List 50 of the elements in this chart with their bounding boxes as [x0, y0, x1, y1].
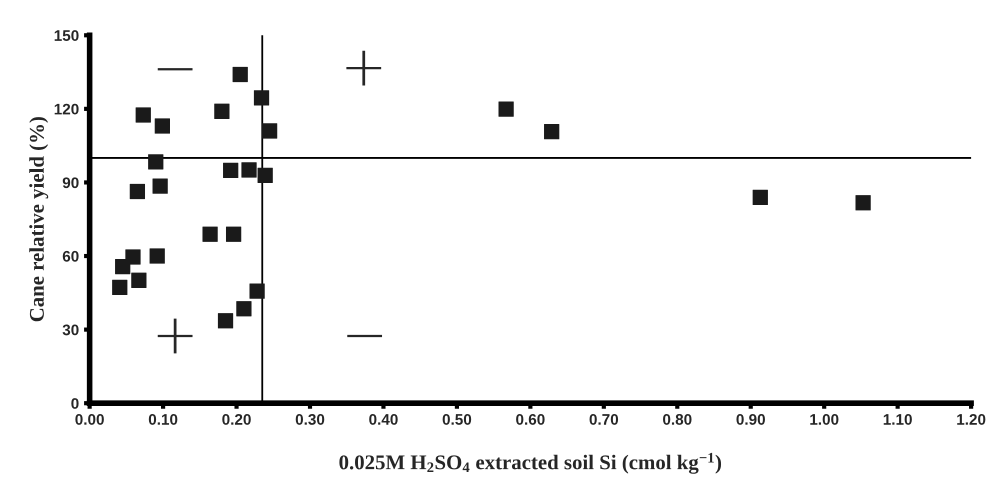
point: [154, 118, 170, 134]
annotation: +: [158, 318, 193, 354]
point: [254, 90, 270, 106]
x-tick-label: 0.90: [736, 414, 765, 425]
point: [218, 313, 234, 328]
y-tick-label: 30: [62, 324, 79, 336]
point: [130, 184, 146, 200]
y-tick-label: 60: [62, 250, 79, 262]
annotation: +: [346, 50, 382, 86]
x-tick-label: 0.10: [148, 414, 178, 425]
point: [136, 107, 151, 123]
point: [150, 248, 165, 264]
point: [112, 280, 128, 296]
x-tick-label: 1.10: [884, 414, 912, 425]
point: [855, 195, 871, 210]
point: [498, 101, 514, 117]
point: [202, 226, 218, 242]
annotation: −: [347, 334, 382, 338]
x-axis-title: 0.025M H$_{2}$SO$_{4}$ extracted soil Si (cmol kg$^{−1}$): [339, 452, 722, 474]
point: [223, 162, 238, 178]
x-tick-label: 0.50: [442, 414, 472, 425]
point: [262, 123, 278, 139]
y-axis-title: Cane relative yield (%): [29, 117, 48, 322]
point: [241, 162, 257, 178]
point: [131, 272, 146, 288]
point: [214, 104, 230, 119]
point: [236, 301, 252, 316]
point: [258, 168, 273, 183]
point: [226, 226, 242, 242]
x-tick-label: 0.60: [516, 414, 545, 425]
point: [544, 124, 560, 140]
y-tick-label: 0: [71, 398, 79, 409]
point: [232, 66, 248, 82]
x-tick-label: 0.00: [75, 414, 104, 425]
point: [152, 178, 168, 194]
y-tick-label: 90: [62, 177, 79, 188]
x-tick-label: 0.80: [663, 414, 692, 425]
x-tick-label: 0.30: [296, 414, 324, 425]
x-tick-label: 1.00: [810, 414, 838, 425]
point: [115, 258, 130, 274]
x-tick-label: 1.20: [957, 414, 986, 425]
x-tick-label: 0.20: [222, 414, 251, 425]
x-tick-label: 0.40: [369, 414, 398, 425]
annotation: −: [158, 68, 193, 70]
point: [752, 190, 768, 206]
y-tick-label: 120: [54, 104, 79, 115]
point: [148, 154, 164, 170]
y-tick-label: 150: [54, 30, 79, 41]
point: [249, 283, 265, 299]
x-tick-label: 0.70: [590, 414, 618, 425]
